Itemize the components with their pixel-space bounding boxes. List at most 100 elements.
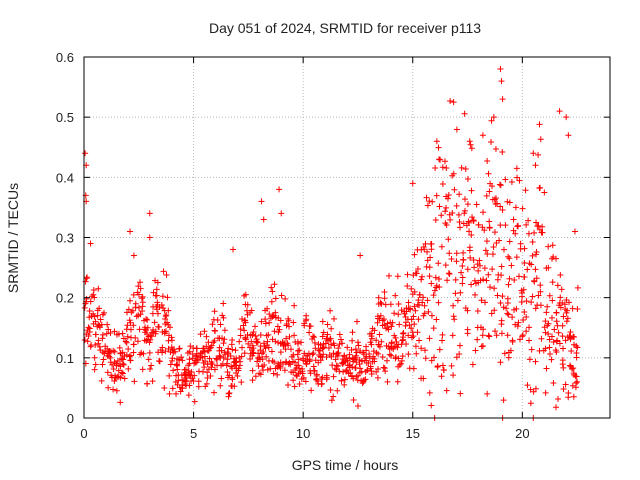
data-point xyxy=(241,350,248,357)
data-point xyxy=(526,337,533,344)
data-point xyxy=(406,322,413,329)
data-point xyxy=(486,333,493,340)
data-point xyxy=(514,174,521,181)
data-point xyxy=(410,333,417,340)
data-point xyxy=(403,341,410,348)
data-point xyxy=(392,334,399,341)
data-point xyxy=(373,337,380,344)
data-point xyxy=(265,331,272,338)
data-point xyxy=(141,337,148,344)
data-point xyxy=(271,359,278,366)
data-point xyxy=(472,291,479,298)
data-point xyxy=(516,336,523,343)
data-point xyxy=(85,332,92,339)
data-point xyxy=(519,333,526,340)
data-point xyxy=(567,328,574,335)
data-point xyxy=(249,349,256,356)
data-point xyxy=(374,319,381,326)
data-point xyxy=(229,374,236,381)
data-point xyxy=(229,365,236,372)
data-point xyxy=(84,338,91,345)
data-point xyxy=(556,340,563,347)
data-point xyxy=(557,294,564,301)
data-point xyxy=(326,352,333,359)
data-point xyxy=(367,363,374,370)
data-point xyxy=(525,217,532,224)
data-point xyxy=(396,361,403,368)
data-point xyxy=(220,355,227,362)
data-point xyxy=(209,321,216,328)
data-point xyxy=(521,274,528,281)
data-point xyxy=(186,348,193,355)
data-point xyxy=(460,220,467,227)
data-point xyxy=(179,376,186,383)
data-point xyxy=(211,366,218,373)
data-point xyxy=(225,390,232,397)
data-point xyxy=(137,279,144,286)
data-point xyxy=(488,310,495,317)
data-point xyxy=(498,321,505,328)
data-point xyxy=(548,356,555,363)
data-point xyxy=(551,326,558,333)
data-point xyxy=(353,359,360,366)
data-point xyxy=(521,308,528,315)
data-point xyxy=(217,321,224,328)
data-point xyxy=(573,342,580,349)
data-point xyxy=(405,351,412,358)
data-point xyxy=(523,221,530,228)
data-point xyxy=(153,292,160,299)
data-point xyxy=(164,294,171,301)
data-point xyxy=(536,226,543,233)
data-point xyxy=(428,357,435,364)
data-point xyxy=(469,361,476,368)
data-point xyxy=(96,305,103,312)
data-point xyxy=(499,206,506,213)
data-point xyxy=(144,324,151,331)
data-point xyxy=(562,337,569,344)
data-point xyxy=(230,246,237,253)
data-point xyxy=(210,389,217,396)
data-point xyxy=(563,114,570,121)
data-point xyxy=(483,238,490,245)
data-point xyxy=(473,201,480,208)
data-point xyxy=(119,349,126,356)
data-point xyxy=(351,356,358,363)
data-point xyxy=(139,366,146,373)
data-point xyxy=(386,272,393,279)
data-point xyxy=(327,307,334,314)
data-point xyxy=(124,333,131,340)
data-point xyxy=(421,302,428,309)
data-point xyxy=(154,279,161,286)
data-point xyxy=(113,362,120,369)
data-point xyxy=(263,353,270,360)
data-point xyxy=(382,301,389,308)
data-point xyxy=(242,291,249,298)
data-point xyxy=(291,383,298,390)
data-point xyxy=(111,348,118,355)
data-point xyxy=(485,271,492,278)
data-point xyxy=(239,316,246,323)
data-point xyxy=(557,304,564,311)
data-point xyxy=(562,381,569,388)
data-point xyxy=(492,195,499,202)
data-point xyxy=(505,354,512,361)
data-point xyxy=(323,372,330,379)
data-point xyxy=(443,164,450,171)
data-point xyxy=(320,351,327,358)
data-point xyxy=(470,217,477,224)
data-point xyxy=(458,269,465,276)
data-point xyxy=(349,363,356,370)
data-point xyxy=(250,328,257,335)
data-point xyxy=(537,302,544,309)
data-point xyxy=(516,177,523,184)
data-point xyxy=(295,347,302,354)
data-point xyxy=(291,302,298,309)
data-point xyxy=(489,266,496,273)
data-point xyxy=(357,252,364,259)
data-point xyxy=(475,267,482,274)
data-point xyxy=(340,368,347,375)
data-point xyxy=(483,277,490,284)
data-point xyxy=(381,321,388,328)
data-point xyxy=(422,355,429,362)
data-point xyxy=(242,319,249,326)
